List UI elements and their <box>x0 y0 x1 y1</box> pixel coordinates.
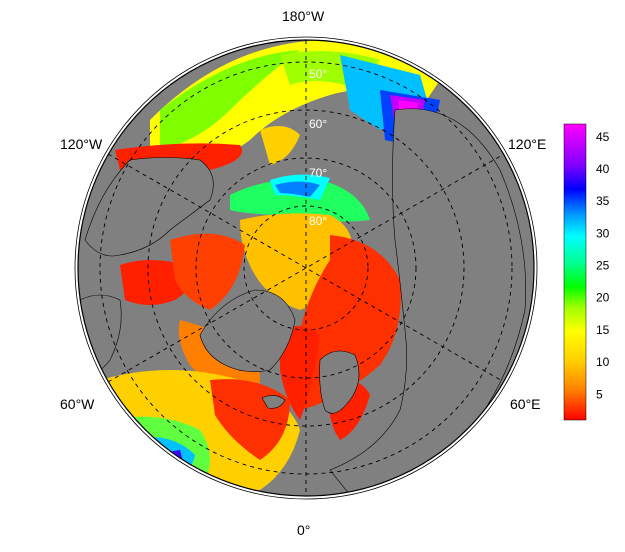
iceland <box>261 395 286 409</box>
lat-label-80: 80° <box>309 214 327 228</box>
north-america-north <box>84 157 214 257</box>
lat-label-70: 70° <box>309 166 327 180</box>
lat-label-60: 60° <box>309 117 327 131</box>
lon-label-180w: 180°W <box>282 8 325 24</box>
colorbar-tick-label: 45 <box>596 130 610 144</box>
colorbar-tick-label: 25 <box>596 259 610 273</box>
colorbar-gradient <box>563 123 587 421</box>
lon-label-120e: 120°E <box>508 136 547 152</box>
lat-circle-70 <box>195 157 417 379</box>
map-boundary-outer <box>74 36 538 500</box>
scandinavia <box>319 350 360 414</box>
map-disc: 50° 60° 70° 80° <box>78 40 534 496</box>
lon-label-60e: 60°E <box>510 396 541 412</box>
colorbar-tick-label: 35 <box>596 194 610 208</box>
lon-label-0: 0° <box>297 522 311 538</box>
colorbar-tick-label: 10 <box>596 355 610 369</box>
colorbar-tick-label: 15 <box>596 323 610 337</box>
graticule <box>99 40 513 496</box>
colorbar: 5 10 15 20 25 30 35 40 45 <box>563 123 610 421</box>
lon-label-60w: 60°W <box>60 396 95 412</box>
lat-label-50: 50° <box>309 67 327 81</box>
lon-label-120w: 120°W <box>60 136 103 152</box>
colorbar-tick-label: 5 <box>596 387 603 401</box>
colorbar-tick-label: 40 <box>596 162 610 176</box>
colorbar-tick-label: 30 <box>596 226 610 240</box>
map-boundary <box>77 39 535 497</box>
colorbar-ticks: 5 10 15 20 25 30 35 40 45 <box>596 130 610 401</box>
colorbar-tick-label: 20 <box>596 291 610 305</box>
greenland <box>199 289 296 372</box>
